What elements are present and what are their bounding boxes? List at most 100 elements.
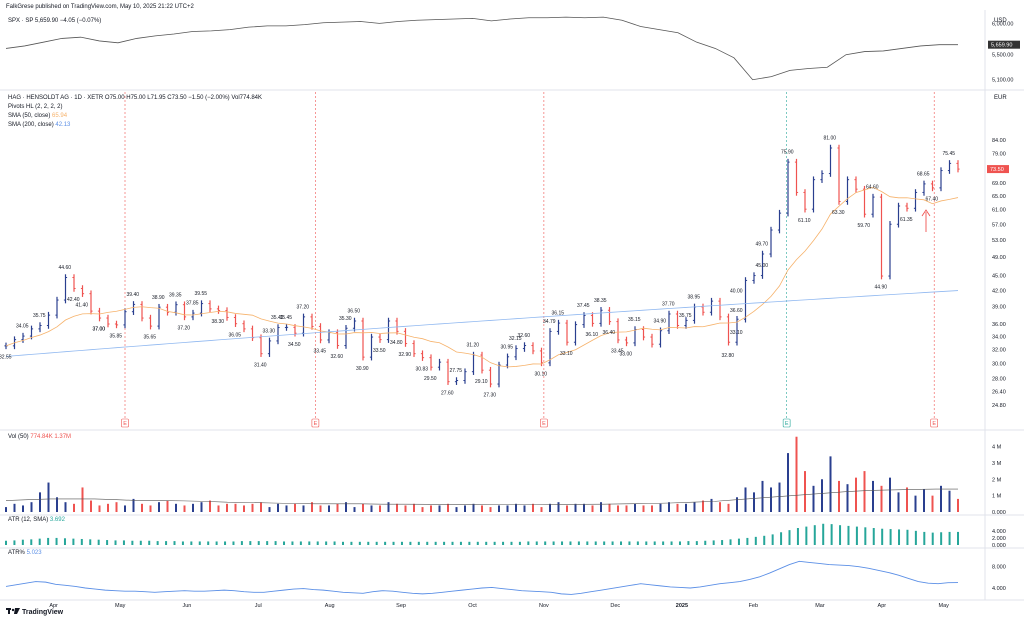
volume-bar — [659, 503, 662, 512]
volume-bar — [387, 502, 390, 512]
volume-bar — [226, 503, 228, 512]
atr-bar — [341, 541, 344, 545]
earnings-marker-label: E — [785, 421, 789, 427]
pivot-label: 32.60 — [331, 354, 344, 360]
pivot-label: 39.35 — [169, 292, 182, 298]
atr-bar — [207, 541, 210, 545]
vol-y-tick: 1 M — [992, 494, 1002, 500]
pivot-label: 31.40 — [254, 362, 267, 368]
pivot-label: 36.40 — [603, 330, 616, 336]
volume-bar — [863, 471, 866, 512]
atrp-y-tick: 4.000 — [992, 586, 1006, 592]
sma50-line — [5, 186, 959, 368]
earnings-marker-label: E — [932, 421, 936, 427]
volume-bar — [685, 503, 687, 512]
volume-bar — [557, 502, 560, 512]
volume-bar — [396, 503, 398, 512]
volume-bar — [413, 503, 415, 512]
atr-bar — [603, 541, 606, 545]
pivot-label: 32.90 — [399, 352, 412, 358]
volume-bar — [302, 505, 305, 512]
atrp-legend: ATR% 5.023 — [8, 550, 42, 556]
vol-legend: Vol (50) 774.84K 1.37M — [8, 434, 71, 440]
atr-bar — [392, 541, 395, 545]
volume-bar — [676, 503, 679, 512]
pivot-label: 39.55 — [195, 291, 208, 297]
atr-y-tick: 4.000 — [992, 529, 1006, 535]
atr-bar — [889, 529, 892, 545]
atr-bar — [805, 526, 808, 545]
main-y-tick: 53.00 — [992, 238, 1006, 244]
atr-bar — [957, 531, 959, 545]
atr-bar — [13, 540, 16, 545]
atr-bar — [754, 536, 757, 545]
volume-bar — [404, 505, 407, 512]
atr-bar — [434, 541, 437, 545]
atr-bar — [898, 529, 901, 545]
volume-bar — [217, 505, 220, 512]
volume-bar — [149, 505, 152, 512]
pivot-label: 34.79 — [543, 319, 556, 325]
atr-bar — [468, 541, 471, 545]
volume-bar — [532, 503, 534, 512]
volume-bar — [319, 505, 322, 512]
volume-bar — [923, 489, 925, 512]
main-legend-sma50: SMA (50, close) 65.94 — [8, 113, 67, 119]
volume-bar — [736, 497, 738, 512]
volume-bar — [761, 480, 764, 512]
volume-bar — [64, 502, 67, 512]
volume-bar — [523, 505, 526, 512]
atr-bar — [594, 541, 597, 545]
atr-bar — [527, 541, 530, 545]
volume-bar — [506, 505, 509, 512]
main-y-tick: 45.00 — [992, 274, 1006, 280]
atr-bar — [426, 541, 429, 545]
main-legend-line2: Pivots HL (2, 2, 2, 2) — [8, 104, 63, 110]
pivot-label: 27.60 — [441, 390, 454, 396]
x-axis-label: Jul — [255, 603, 262, 609]
volume-bar — [549, 503, 551, 512]
volume-bar — [914, 495, 917, 512]
main-y-tick: 84.00 — [992, 138, 1006, 144]
atr-bar — [544, 541, 547, 545]
x-axis-label: May — [115, 603, 126, 609]
volume-bar — [455, 507, 458, 512]
atr-bar — [569, 541, 572, 545]
atr-bar — [156, 541, 159, 545]
volume-bar — [345, 502, 347, 512]
pivot-label: 68.65 — [917, 171, 930, 177]
pivot-label: 34.05 — [16, 324, 29, 330]
atr-value: 3.692 — [49, 517, 65, 523]
volume-bar — [778, 482, 781, 512]
volume-bar — [498, 505, 500, 512]
atr-bar — [451, 541, 454, 545]
volume-bar — [328, 505, 330, 512]
atr-y-tick: 2.000 — [992, 536, 1006, 542]
volume-bar — [838, 480, 840, 512]
atr-bar — [485, 541, 488, 545]
volume-bar — [472, 503, 475, 512]
pivot-label: 32.15 — [509, 336, 522, 342]
volume-bar — [81, 487, 84, 512]
volume-bar — [175, 503, 177, 512]
atr-bar — [561, 541, 564, 545]
volume-bar — [583, 503, 585, 512]
volume-bar — [336, 503, 339, 512]
pivot-label: 37.85 — [186, 301, 199, 307]
last-price-label: 73.50 — [990, 167, 1004, 173]
atrp-line — [5, 560, 959, 595]
atr-bar — [215, 541, 218, 545]
volume-bar — [642, 505, 645, 512]
volume-bar — [710, 498, 713, 512]
volume-bar — [30, 502, 33, 512]
pivot-label: 61.35 — [900, 217, 913, 223]
main-y-tick: 61.00 — [992, 208, 1006, 214]
spx-y-tick: 5,100.00 — [992, 78, 1013, 84]
atr-bar — [173, 541, 176, 545]
main-legend-sma200: SMA (200, close) 42.13 — [8, 122, 70, 128]
atr-bar — [375, 541, 378, 545]
earnings-marker — [540, 418, 548, 428]
atr-bar — [510, 541, 513, 545]
pivot-label: 40.00 — [730, 289, 743, 295]
